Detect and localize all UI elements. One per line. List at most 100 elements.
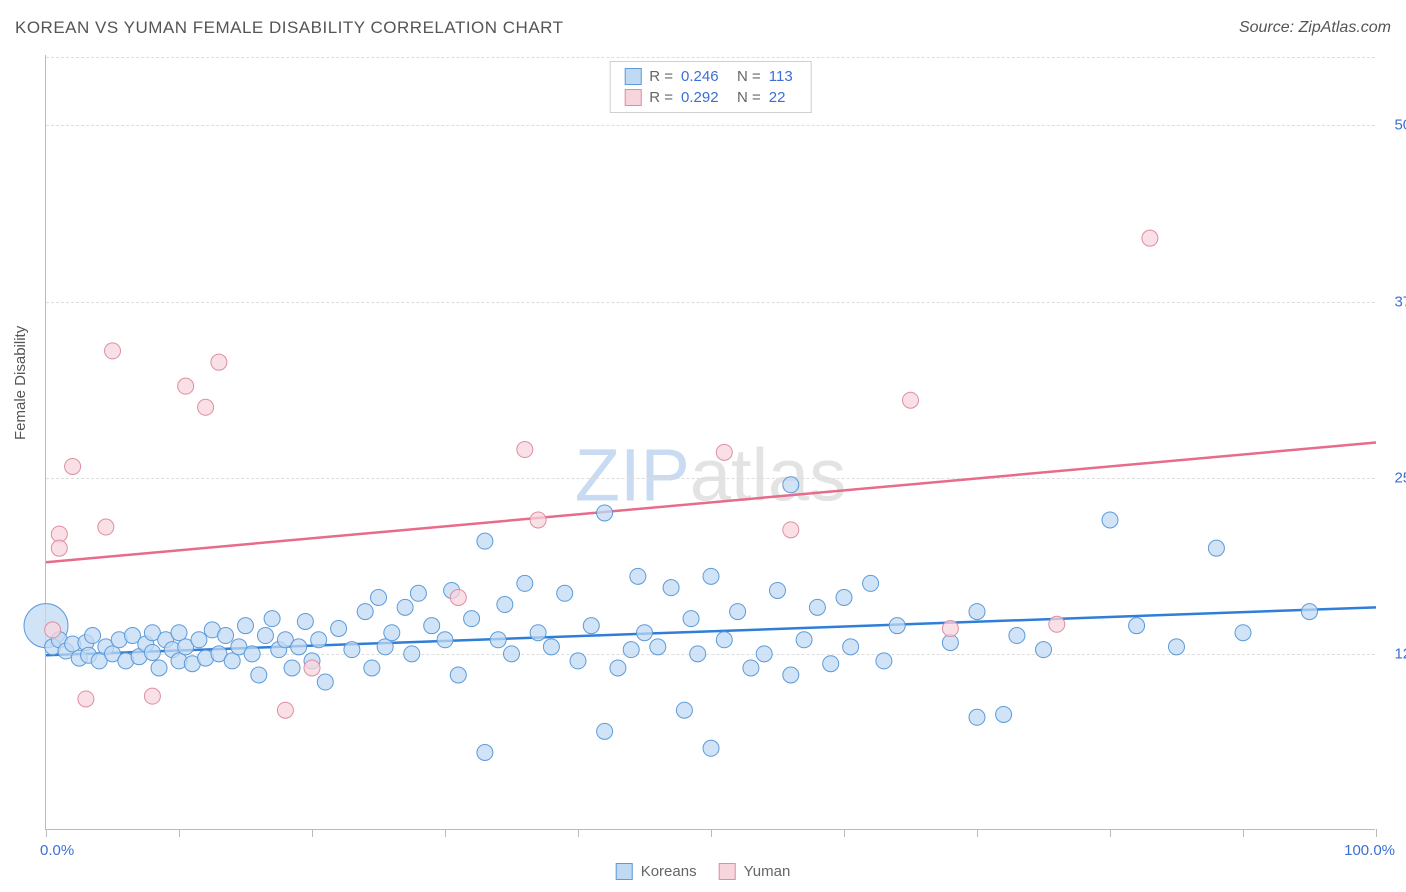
data-point bbox=[477, 745, 493, 761]
data-point bbox=[311, 632, 327, 648]
legend-series: KoreansYuman bbox=[616, 863, 791, 880]
data-point bbox=[610, 660, 626, 676]
data-point bbox=[730, 604, 746, 620]
x-tick bbox=[445, 829, 446, 837]
y-axis-title: Female Disability bbox=[12, 326, 29, 440]
data-point bbox=[876, 653, 892, 669]
data-point bbox=[51, 540, 67, 556]
data-point bbox=[404, 646, 420, 662]
legend-n-value: 22 bbox=[769, 89, 797, 106]
data-point bbox=[284, 660, 300, 676]
data-point bbox=[477, 533, 493, 549]
data-point bbox=[171, 625, 187, 641]
y-tick-label: 50.0% bbox=[1394, 117, 1406, 134]
legend-item: Yuman bbox=[719, 863, 791, 880]
data-point bbox=[1208, 540, 1224, 556]
data-point bbox=[144, 644, 160, 660]
x-tick bbox=[179, 829, 180, 837]
data-point bbox=[843, 639, 859, 655]
data-point bbox=[78, 691, 94, 707]
data-point bbox=[98, 519, 114, 535]
data-point bbox=[191, 632, 207, 648]
data-point bbox=[364, 660, 380, 676]
data-point bbox=[384, 625, 400, 641]
trend-line bbox=[46, 443, 1376, 563]
plot-area: ZIPatlas R =0.246N =113R =0.292N =22 12.… bbox=[45, 55, 1375, 830]
data-point bbox=[198, 399, 214, 415]
data-point bbox=[277, 702, 293, 718]
legend-r-label: R = bbox=[649, 68, 673, 85]
data-point bbox=[570, 653, 586, 669]
legend-n-label: N = bbox=[737, 68, 761, 85]
data-point bbox=[543, 639, 559, 655]
data-point bbox=[583, 618, 599, 634]
data-point bbox=[464, 611, 480, 627]
data-point bbox=[597, 505, 613, 521]
legend-swatch bbox=[616, 863, 633, 880]
data-point bbox=[743, 660, 759, 676]
legend-stat-row: R =0.246N =113 bbox=[624, 66, 797, 87]
data-point bbox=[650, 639, 666, 655]
x-tick bbox=[312, 829, 313, 837]
data-point bbox=[683, 611, 699, 627]
data-point bbox=[490, 632, 506, 648]
data-point bbox=[1036, 642, 1052, 658]
data-point bbox=[663, 580, 679, 596]
data-point bbox=[783, 522, 799, 538]
data-point bbox=[597, 723, 613, 739]
data-point bbox=[244, 646, 260, 662]
data-point bbox=[105, 343, 121, 359]
data-point bbox=[218, 628, 234, 644]
legend-stats: R =0.246N =113R =0.292N =22 bbox=[609, 61, 812, 113]
data-point bbox=[317, 674, 333, 690]
y-tick-label: 12.5% bbox=[1394, 645, 1406, 662]
data-point bbox=[410, 585, 426, 601]
data-point bbox=[304, 660, 320, 676]
data-point bbox=[823, 656, 839, 672]
legend-n-label: N = bbox=[737, 89, 761, 106]
legend-label: Yuman bbox=[744, 863, 791, 880]
data-point bbox=[251, 667, 267, 683]
legend-r-value: 0.292 bbox=[681, 89, 729, 106]
data-point bbox=[1302, 604, 1318, 620]
data-point bbox=[969, 604, 985, 620]
x-tick bbox=[1376, 829, 1377, 837]
data-point bbox=[676, 702, 692, 718]
data-point bbox=[1049, 616, 1065, 632]
chart-source: Source: ZipAtlas.com bbox=[1239, 19, 1391, 37]
data-point bbox=[942, 621, 958, 637]
data-point bbox=[45, 622, 61, 638]
data-point bbox=[1129, 618, 1145, 634]
chart-title: KOREAN VS YUMAN FEMALE DISABILITY CORREL… bbox=[15, 18, 564, 38]
x-tick bbox=[844, 829, 845, 837]
data-point bbox=[770, 582, 786, 598]
data-point bbox=[796, 632, 812, 648]
data-point bbox=[969, 709, 985, 725]
data-point bbox=[377, 639, 393, 655]
data-point bbox=[424, 618, 440, 634]
data-point bbox=[450, 590, 466, 606]
x-tick bbox=[1110, 829, 1111, 837]
x-label-max: 100.0% bbox=[1344, 842, 1395, 859]
chart-header: KOREAN VS YUMAN FEMALE DISABILITY CORREL… bbox=[15, 18, 1391, 38]
data-point bbox=[756, 646, 772, 662]
legend-swatch bbox=[624, 89, 641, 106]
data-point bbox=[1102, 512, 1118, 528]
data-point bbox=[211, 354, 227, 370]
x-tick bbox=[977, 829, 978, 837]
scatter-layer bbox=[46, 55, 1375, 829]
data-point bbox=[623, 642, 639, 658]
data-point bbox=[903, 392, 919, 408]
data-point bbox=[504, 646, 520, 662]
data-point bbox=[264, 611, 280, 627]
data-point bbox=[224, 653, 240, 669]
data-point bbox=[357, 604, 373, 620]
data-point bbox=[889, 618, 905, 634]
data-point bbox=[297, 613, 313, 629]
legend-r-value: 0.246 bbox=[681, 68, 729, 85]
y-tick-label: 25.0% bbox=[1394, 469, 1406, 486]
data-point bbox=[703, 568, 719, 584]
data-point bbox=[836, 590, 852, 606]
data-point bbox=[863, 575, 879, 591]
data-point bbox=[530, 512, 546, 528]
